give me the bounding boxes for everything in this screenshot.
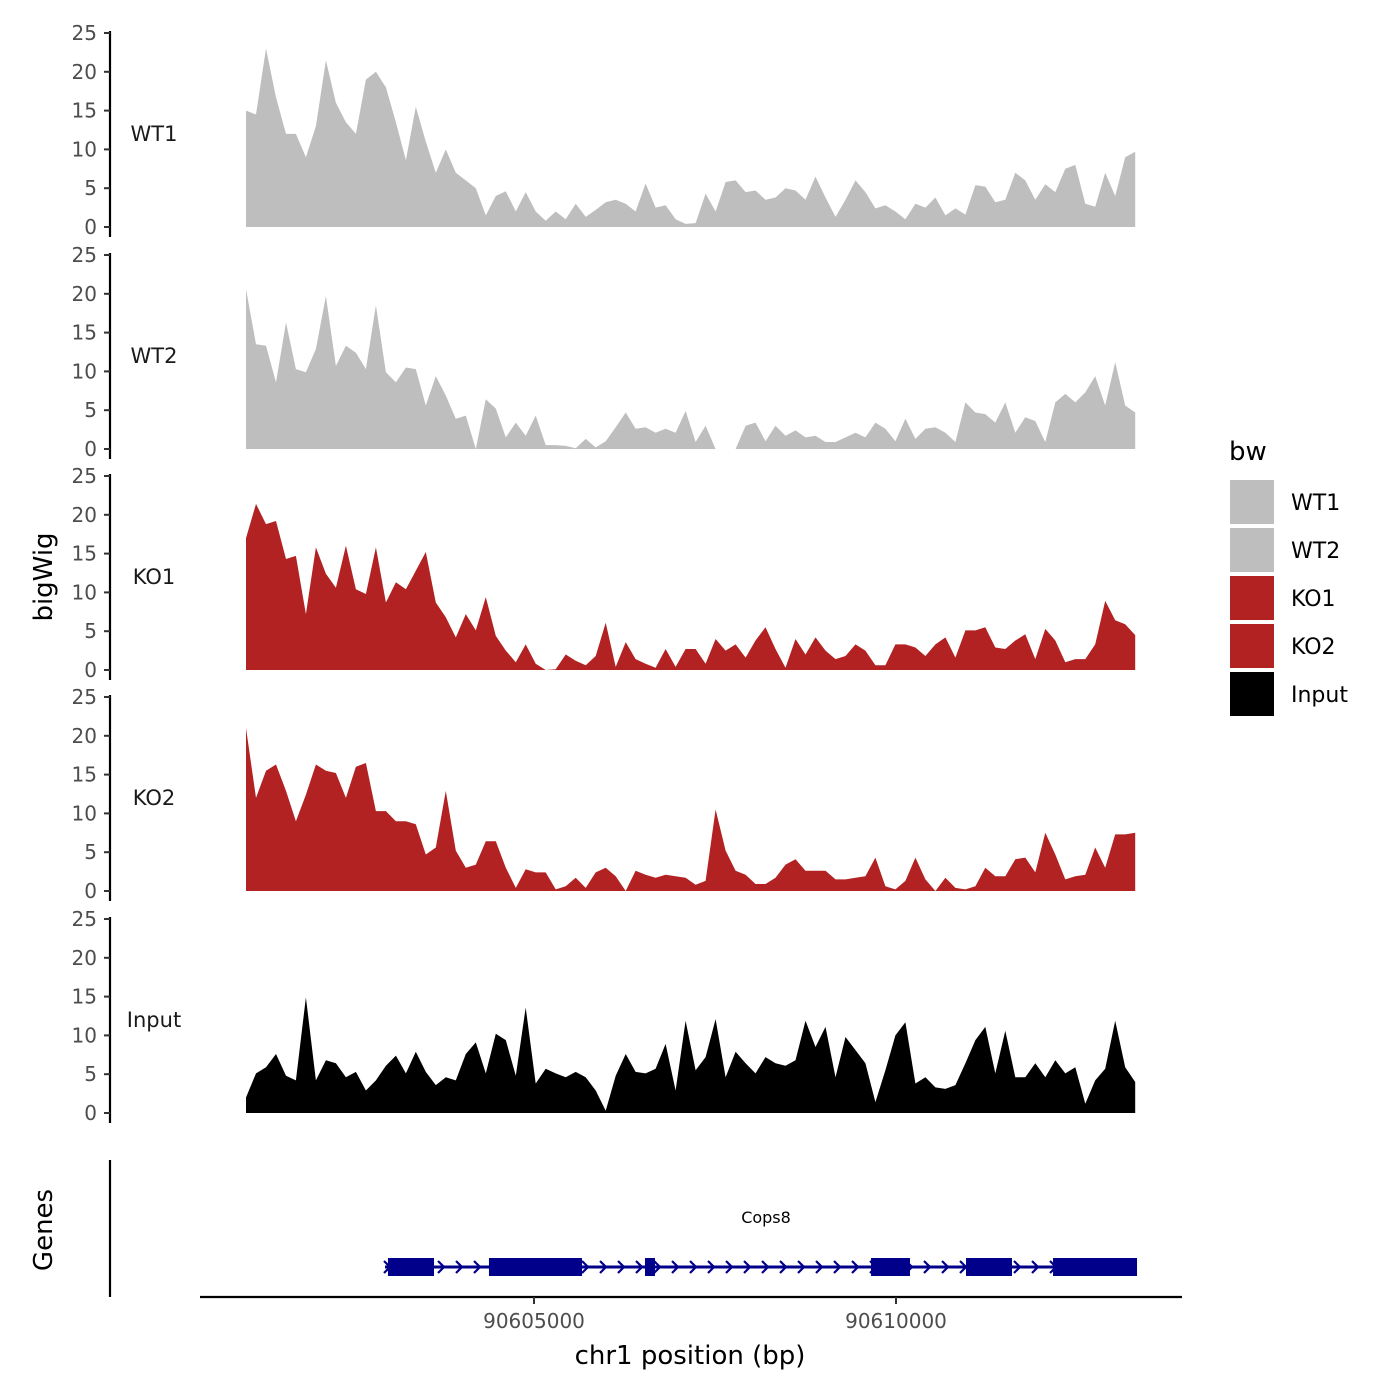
y-tick-label: 5 [84,1062,97,1086]
gene-exon [966,1258,1012,1276]
track-label-ko1: KO1 [133,565,176,589]
track-panel-input: 0 5 10 15 20 25 Input [72,907,1136,1125]
legend-label-wt2: WT2 [1291,539,1340,564]
y-axis-title: bigWig [29,532,59,621]
gene-track: Cops8 [108,1160,1138,1297]
y-tick-label: 0 [84,879,97,903]
legend-key-ko1 [1230,576,1274,620]
strand-arrow-icon [851,1260,860,1274]
y-tick-label: 0 [84,215,97,239]
y-tick-label: 5 [84,619,97,643]
coverage-area-ko1 [246,503,1136,670]
strand-arrow-icon [815,1260,824,1274]
y-tick-label: 15 [72,321,97,345]
y-tick-label: 0 [84,1101,97,1125]
y-tick-label: 5 [84,176,97,200]
gene-exon [488,1258,583,1276]
track-panel-ko1: 0 5 10 15 20 25 KO1 [72,464,1136,682]
strand-arrow-icon [689,1260,698,1274]
y-tick-label: 10 [72,359,97,383]
y-tick-label: 10 [72,801,97,825]
legend-label-wt1: WT1 [1291,491,1340,516]
strand-arrow-icon [761,1260,770,1274]
legend-title: bw [1229,437,1267,467]
x-axis-title: chr1 position (bp) [575,1341,806,1371]
strand-arrow-icon [437,1260,446,1274]
strand-arrow-icon [797,1260,806,1274]
legend-label-input: Input [1291,683,1348,708]
y-tick-label: 10 [72,1023,97,1047]
strand-arrow-icon [671,1260,680,1274]
y-tick-label: 0 [84,658,97,682]
track-label-input: Input [127,1008,181,1032]
legend-key-input [1230,672,1274,716]
y-tick-label: 0 [84,437,97,461]
y-tick-label: 10 [72,580,97,604]
x-tick-label: 90605000 [483,1309,585,1333]
x-axis: 90605000 90610000 [200,1295,1182,1333]
y-tick-label: 20 [72,724,97,748]
strand-arrow-icon [707,1260,716,1274]
y-tick-label: 15 [72,985,97,1009]
tracks-area: 0510152025WT10510152025WT20510152025KO10… [72,21,1136,1125]
strand-arrow-icon [473,1260,482,1274]
gene-exon [387,1258,435,1276]
y-tick-label: 25 [72,21,97,45]
strand-arrow-icon [779,1260,788,1274]
strand-arrow-icon [959,1260,968,1274]
gene-exon [644,1258,655,1276]
strand-arrow-icon [599,1260,608,1274]
track-panel-wt1: 0 5 10 15 20 25 WT1 [72,21,1136,239]
x-tick-label: 90610000 [845,1309,947,1333]
y-tick-label: 25 [72,464,97,488]
coverage-area-wt1 [246,48,1136,227]
y-tick-label: 25 [72,685,97,709]
y-tick-label: 20 [72,946,97,970]
strand-arrow-icon [1013,1260,1022,1274]
coverage-area-wt2 [246,289,1136,449]
legend-key-wt2 [1230,528,1274,572]
legend-key-wt1 [1230,480,1274,524]
y-tick-label: 25 [72,243,97,267]
legend: bw WT1 WT2 KO1 KO2 Input [1229,437,1348,716]
coverage-area-ko2 [246,728,1136,891]
strand-arrow-icon [923,1260,932,1274]
y-tick-label: 15 [72,99,97,123]
strand-arrow-icon [617,1260,626,1274]
legend-label-ko2: KO2 [1291,635,1336,660]
track-label-wt2: WT2 [131,344,178,368]
strand-arrow-icon [833,1260,842,1274]
strand-arrow-icon [725,1260,734,1274]
strand-arrow-icon [581,1260,590,1274]
y-tick-label: 15 [72,542,97,566]
gene-exon [871,1258,910,1276]
gene-exon [1053,1258,1138,1276]
y-tick-label: 5 [84,840,97,864]
legend-key-ko2 [1230,624,1274,668]
y-tick-label: 20 [72,60,97,84]
genes-panel-label: Genes [29,1189,59,1271]
strand-arrow-icon [743,1260,752,1274]
y-tick-label: 15 [72,763,97,787]
y-tick-label: 20 [72,503,97,527]
legend-label-ko1: KO1 [1291,587,1336,612]
coverage-area-input [246,997,1136,1113]
strand-arrow-icon [1031,1260,1040,1274]
y-tick-label: 10 [72,137,97,161]
strand-arrow-icon [635,1260,644,1274]
y-tick-label: 5 [84,398,97,422]
track-panel-wt2: 0 5 10 15 20 25 WT2 [72,243,1136,461]
y-tick-label: 25 [72,907,97,931]
track-label-wt1: WT1 [131,122,178,146]
track-panel-ko2: 0 5 10 15 20 25 KO2 [72,685,1136,903]
track-label-ko2: KO2 [133,786,176,810]
y-tick-label: 20 [72,282,97,306]
strand-arrow-icon [455,1260,464,1274]
strand-arrow-icon [653,1260,662,1274]
strand-arrow-icon [941,1260,950,1274]
gene-label: Cops8 [741,1208,791,1227]
